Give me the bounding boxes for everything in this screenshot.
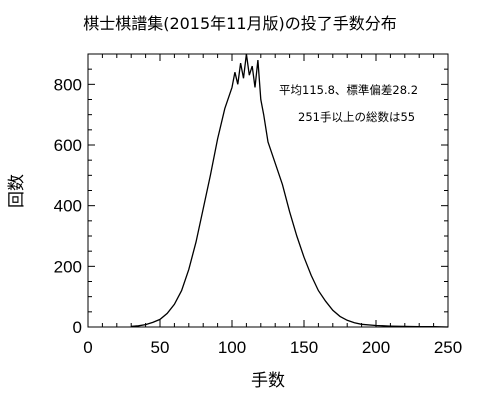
annotation-over-251: 251手以上の総数は55 (298, 110, 415, 124)
y-tick-label: 600 (54, 136, 82, 155)
tick-labels: 0 50 100 150 200 250 0 200 400 600 800 (54, 75, 463, 357)
x-tick-label: 250 (434, 338, 462, 357)
y-tick-label: 200 (54, 257, 82, 276)
x-axis-label: 手数 (251, 371, 285, 391)
distribution-line (131, 53, 449, 328)
axis-ticks (87, 53, 449, 328)
annotation-mean: 平均115.8、標準偏差28.2 (279, 83, 418, 97)
x-tick-label: 100 (218, 338, 246, 357)
x-tick-label: 0 (83, 338, 92, 357)
chart-title: 棋士棋譜集(2015年11月版)の投了手数分布 (83, 14, 397, 33)
x-tick-label: 150 (290, 338, 318, 357)
x-tick-label: 200 (362, 338, 390, 357)
y-tick-label: 400 (54, 197, 82, 216)
y-tick-label: 800 (54, 75, 82, 94)
y-axis-label: 回数 (7, 174, 27, 208)
y-tick-label: 0 (73, 318, 82, 337)
x-tick-label: 50 (151, 338, 170, 357)
